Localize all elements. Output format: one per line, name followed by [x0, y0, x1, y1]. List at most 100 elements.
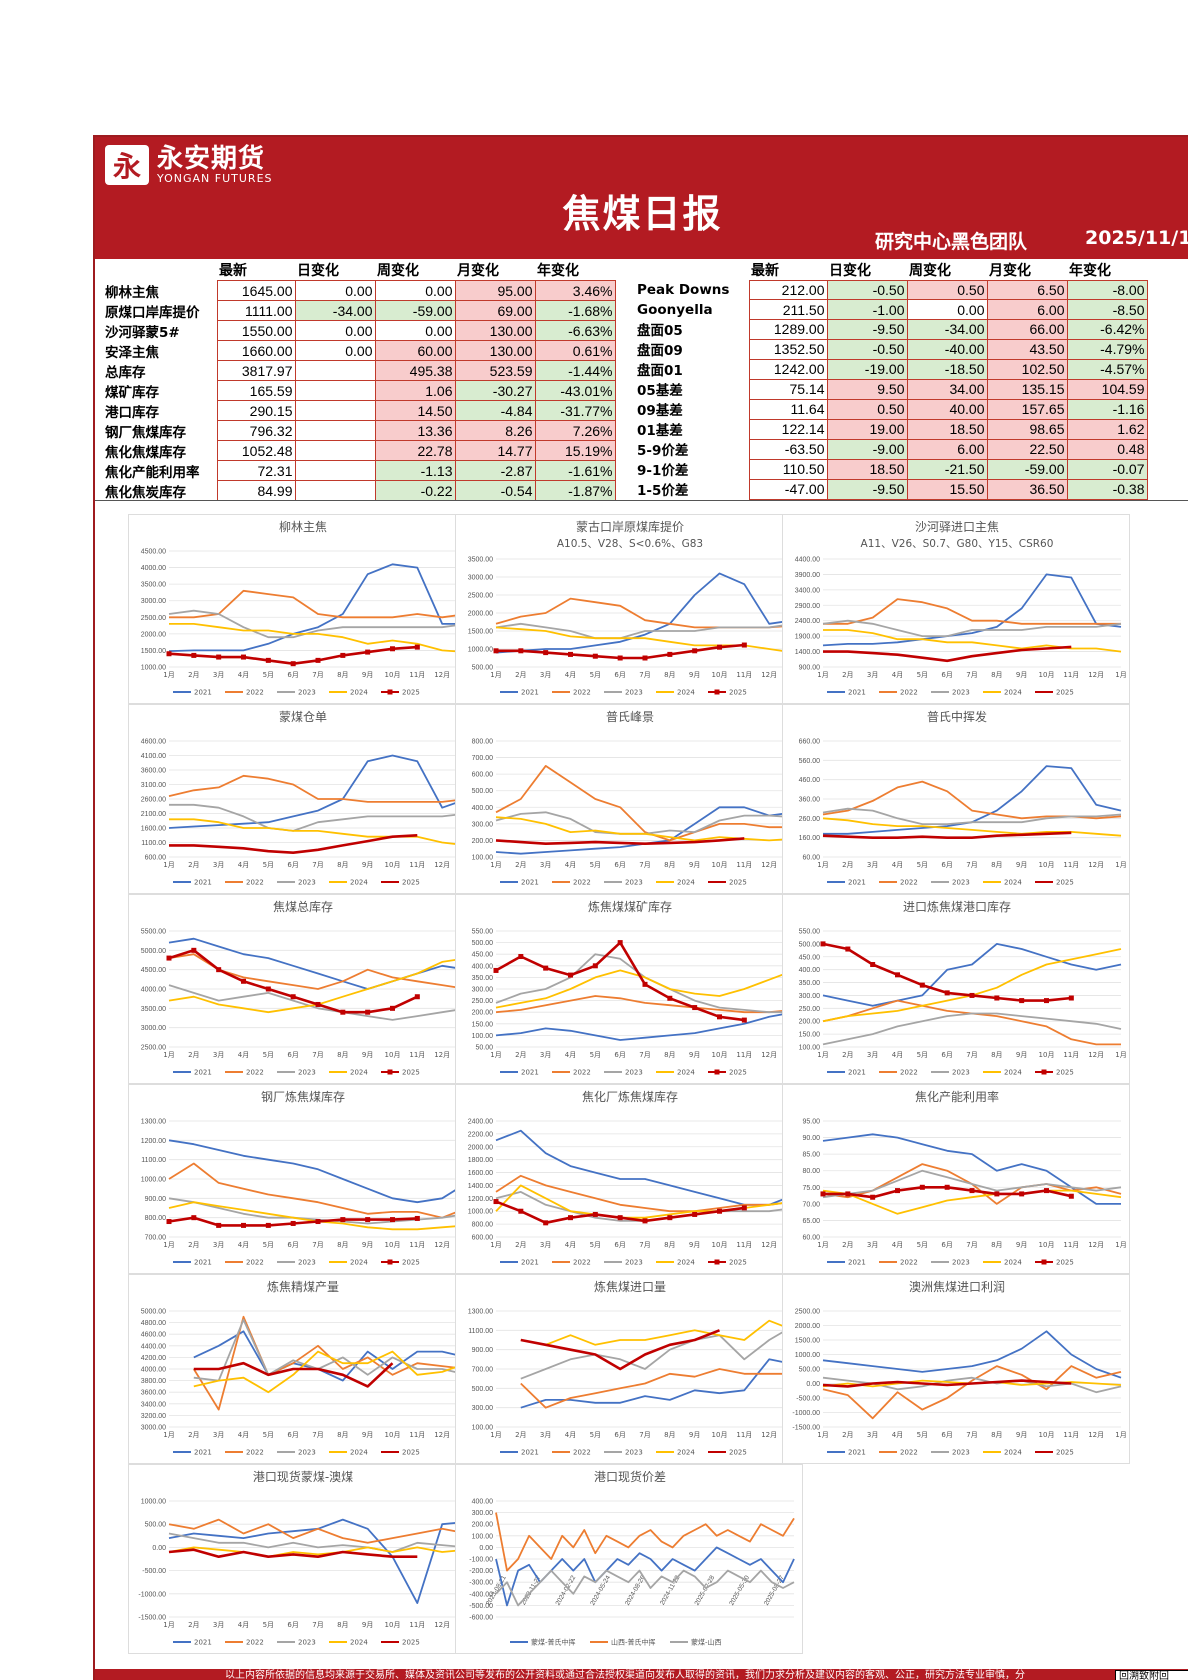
x-tick-label: 2月 — [515, 1431, 526, 1439]
chart-subtitle: A10.5、V28、S<0.6%、G83 — [557, 538, 703, 550]
chart-svg: 普氏中挥发 60.00 160.00 260.00 360.00 460.00 560.00… — [799, 709, 1127, 887]
x-tick-label: 12月 — [1088, 1241, 1104, 1249]
x-tick-label: 11月 — [736, 1241, 752, 1249]
report-page: 永 永安期货 YONGAN FUTURES 焦煤日报 研究中心黑色团队 2025… — [93, 135, 1188, 1680]
y-tick-label: 3400.00 — [141, 1401, 166, 1408]
value-cell: -0.38 — [1066, 478, 1148, 500]
row-label: 9-1价差 — [637, 463, 689, 480]
x-tick-label: 4月 — [892, 1051, 903, 1059]
legend-label: 2022 — [246, 1069, 264, 1077]
x-tick-label: 9月 — [689, 861, 700, 869]
x-tick-label: 5月 — [917, 1051, 928, 1059]
series-line — [822, 1379, 1072, 1388]
y-tick-label: 100.00 — [799, 1045, 821, 1052]
legend-label: 2022 — [900, 689, 918, 697]
y-tick-label: 1800.00 — [468, 1157, 493, 1164]
legend-label: 2023 — [952, 1069, 970, 1077]
value-cell: 9.50 — [826, 378, 908, 400]
x-tick-label: 7月 — [966, 861, 977, 869]
y-tick-label: 2000.00 — [141, 631, 166, 638]
x-tick-label: 12月 — [1088, 1051, 1104, 1059]
column-header: 周变化 — [377, 263, 419, 279]
value-cell: -6.63% — [534, 320, 616, 341]
value-cell: 84.99 — [216, 480, 296, 501]
legend-label: 2025 — [729, 1449, 747, 1457]
legend-label: 2025 — [1056, 1069, 1074, 1077]
legend-label: 2024 — [1004, 879, 1022, 887]
data-point — [617, 940, 623, 946]
x-tick-label: 5月 — [263, 1431, 274, 1439]
legend-marker — [714, 1259, 720, 1265]
data-point — [543, 1220, 549, 1226]
y-tick-label: -1500.00 — [792, 1425, 820, 1432]
table-header-row: 最新 日变化 周变化 月变化 年变化 — [103, 260, 615, 281]
chart-panel: 澳洲焦煤进口利润 -1500.00 -1000.00 -500.00 0.00 500.0… — [782, 1274, 1130, 1464]
x-tick-label: 6月 — [614, 1431, 625, 1439]
y-tick-label: 300.00 — [799, 993, 821, 1000]
x-tick-label: 8月 — [991, 1241, 1002, 1249]
y-tick-label: 5000.00 — [141, 1309, 166, 1316]
value-cell: 122.14 — [748, 418, 828, 440]
legend-label: 2023 — [625, 879, 643, 887]
x-tick-label: 9月 — [362, 1241, 373, 1249]
y-tick-label: 1300.00 — [468, 1309, 493, 1316]
x-tick-label: 7月 — [639, 861, 650, 869]
company-logo: 永 永安期货 YONGAN FUTURES — [105, 145, 273, 185]
x-tick-label: 5月 — [263, 1051, 274, 1059]
series-line — [168, 1518, 468, 1544]
x-tick-label: 1月 — [1115, 1431, 1126, 1439]
legend-label: 2024 — [1004, 1449, 1022, 1457]
value-cell: 1111.00 — [216, 300, 296, 321]
row-label: 盘面09 — [637, 343, 683, 360]
series-line — [822, 780, 1122, 820]
x-tick-label: 10月 — [712, 861, 728, 869]
data-point — [166, 651, 172, 657]
data-point — [166, 955, 172, 961]
row-label: 总库存 — [105, 364, 146, 381]
data-point — [241, 654, 246, 660]
x-tick-label: 2月 — [188, 1431, 199, 1439]
table-row: 钢厂焦煤库存 796.32 13.36 8.26 7.26% — [103, 420, 616, 441]
value-cell: 22.50 — [986, 438, 1068, 460]
data-point — [543, 965, 549, 971]
y-tick-label: -400.00 — [469, 1591, 493, 1598]
chart-panel: 钢厂炼焦煤库存 700.00 800.00 900.00 1000.00 1100.00 1… — [128, 1084, 476, 1274]
chart-panel: 港口现货价差 -600.00 -500.00 -400.00 -300.00 -200.0… — [455, 1464, 803, 1654]
series-line — [822, 1365, 1122, 1420]
series-line — [822, 1012, 1122, 1046]
y-tick-label: 1900.00 — [795, 634, 820, 641]
data-point — [568, 1215, 573, 1221]
series-line — [495, 837, 745, 845]
data-point — [617, 655, 623, 661]
data-point — [969, 992, 975, 998]
x-tick-label: 5月 — [590, 1241, 601, 1249]
legend-label: 2024 — [1004, 1259, 1022, 1267]
data-point — [315, 1219, 321, 1225]
y-tick-label: 2900.00 — [795, 603, 820, 610]
x-tick-label: 2月 — [842, 861, 853, 869]
value-cell: -4.57% — [1066, 358, 1148, 380]
series-line — [495, 572, 795, 654]
x-tick-label: 4月 — [565, 671, 576, 679]
series-line — [495, 1174, 795, 1213]
x-tick-label: 7月 — [312, 1621, 323, 1629]
legend-label: 2021 — [194, 1069, 212, 1077]
legend-label: 蒙煤-普氏中挥 — [531, 1638, 576, 1647]
chart-subtitle: A11、V26、S0.7、G80、Y15、CSR60 — [861, 538, 1054, 550]
y-tick-label: 800.00 — [472, 1222, 494, 1229]
y-tick-label: 3000.00 — [468, 575, 493, 582]
x-tick-label: 9月 — [362, 1051, 373, 1059]
x-tick-label: 2月 — [515, 1241, 526, 1249]
x-tick-label: 6月 — [614, 671, 625, 679]
x-tick-label: 9月 — [689, 1431, 700, 1439]
row-label: 盘面05 — [637, 323, 683, 340]
value-cell — [294, 480, 376, 501]
y-tick-label: 560.00 — [799, 758, 821, 765]
y-tick-label: 1000.00 — [141, 665, 166, 672]
legend-label: 2024 — [1004, 1069, 1022, 1077]
table-row: 盘面01 1242.00 -19.00 -18.50 102.50 -4.57% — [635, 358, 1148, 380]
series-line — [495, 969, 795, 1009]
row-label: 钢厂焦煤库存 — [105, 424, 186, 441]
series-line — [822, 807, 1122, 825]
data-point — [315, 1001, 321, 1007]
